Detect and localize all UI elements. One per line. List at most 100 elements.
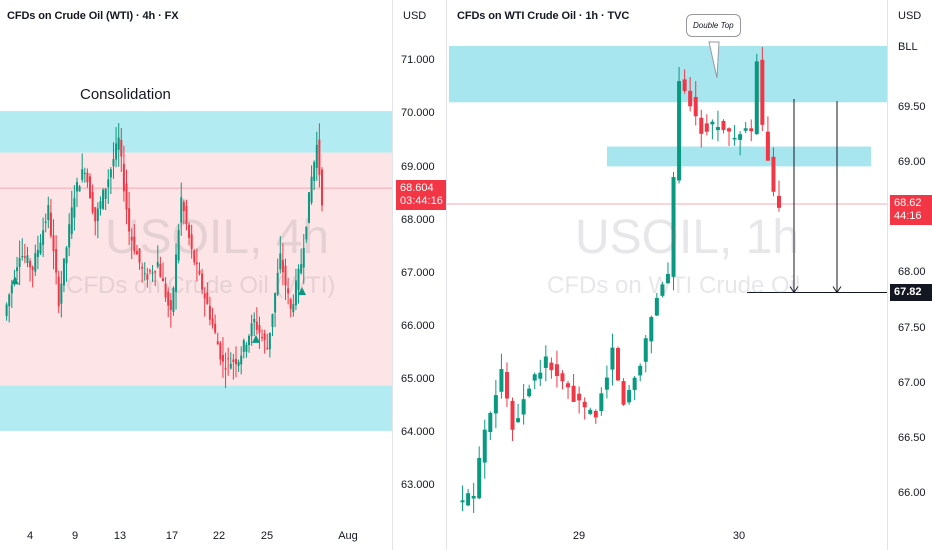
candle-body bbox=[627, 390, 632, 403]
candle-body bbox=[221, 354, 224, 362]
right-watermark-description: CFDs on WTI Crude Oil bbox=[547, 272, 801, 299]
right-chart-panel[interactable]: USOIL, 1h CFDs on WTI Crude Oil CFDs on … bbox=[446, 0, 932, 550]
left-chart-panel[interactable]: USOIL, 4h CFDs on Crude Oil (WTI) CFDs o… bbox=[0, 0, 446, 550]
candle-body bbox=[665, 274, 670, 284]
candle-body bbox=[162, 278, 164, 282]
candle-body bbox=[68, 224, 71, 248]
candle-body bbox=[112, 159, 115, 167]
candle-body bbox=[477, 457, 482, 499]
candle-body bbox=[23, 256, 26, 258]
candle-body bbox=[146, 274, 149, 280]
candle-body bbox=[310, 176, 313, 203]
left-chart-title: CFDs on Crude Oil (WTI) · 4h · FX bbox=[7, 10, 179, 22]
candle-body bbox=[276, 272, 279, 295]
candle-body bbox=[287, 288, 290, 294]
candle-body bbox=[253, 318, 256, 323]
candle-body bbox=[141, 266, 144, 269]
candle-body bbox=[109, 169, 112, 178]
candle-body bbox=[60, 283, 63, 304]
projection-arrow-head bbox=[832, 286, 842, 294]
right-price-axis[interactable]: USD BLL 69.50 69.00 68.00 67.50 67.00 66… bbox=[887, 0, 932, 550]
candle-body bbox=[616, 348, 620, 381]
candle-body bbox=[102, 189, 105, 209]
signal-marker bbox=[252, 334, 260, 343]
candle-body bbox=[185, 206, 188, 225]
candle-body bbox=[263, 333, 266, 340]
candle-body bbox=[242, 340, 245, 352]
candle-body bbox=[532, 374, 537, 381]
left-price-tick: 69.000 bbox=[401, 161, 435, 173]
left-price-axis[interactable]: USD 71.000 70.000 69.000 68.000 67.000 6… bbox=[392, 0, 446, 550]
candle-body bbox=[582, 401, 587, 408]
candle-body bbox=[738, 134, 743, 140]
breakdown-zone bbox=[607, 146, 871, 167]
candle-body bbox=[307, 192, 310, 223]
candle-body bbox=[297, 268, 300, 291]
candle-body bbox=[289, 299, 292, 309]
candle-body bbox=[151, 272, 154, 274]
candle-body bbox=[268, 332, 271, 350]
candle-body bbox=[284, 265, 287, 286]
candle-body bbox=[693, 96, 698, 117]
left-time-tick: 25 bbox=[260, 530, 274, 542]
candle-body bbox=[75, 182, 78, 192]
candle-body bbox=[510, 400, 515, 430]
candle-body bbox=[78, 186, 81, 192]
candle-body bbox=[70, 207, 73, 235]
candle-body bbox=[261, 337, 264, 339]
candle-body bbox=[466, 493, 471, 506]
candle-body bbox=[148, 270, 151, 272]
candle-body bbox=[727, 128, 732, 132]
candle-body bbox=[138, 248, 141, 263]
candle-body bbox=[471, 495, 476, 499]
left-chart-canvas[interactable] bbox=[0, 0, 446, 550]
candle-body bbox=[83, 172, 86, 174]
candle-body bbox=[86, 172, 89, 183]
left-time-tick: 4 bbox=[26, 530, 34, 542]
left-price-tick: 66.000 bbox=[401, 320, 435, 332]
candle-body bbox=[318, 139, 321, 175]
candle-body bbox=[710, 121, 715, 125]
right-currency-label: USD bbox=[898, 10, 922, 22]
right-chart-canvas[interactable] bbox=[447, 0, 932, 550]
candle-body bbox=[195, 262, 198, 265]
candle-body bbox=[671, 177, 676, 277]
candle-body bbox=[554, 364, 559, 377]
right-price-tick: 69.50 bbox=[898, 101, 926, 113]
candle-body bbox=[177, 230, 180, 261]
candle-body bbox=[94, 207, 97, 222]
candle-body bbox=[321, 169, 323, 206]
candle-body bbox=[180, 197, 183, 223]
left-time-tick: Aug bbox=[338, 530, 358, 542]
candle-body bbox=[294, 280, 297, 306]
left-last-price-tag: 68.604 03:44:16 bbox=[396, 180, 446, 210]
candle-body bbox=[777, 195, 781, 208]
candle-body bbox=[21, 256, 24, 258]
candle-body bbox=[128, 208, 131, 232]
left-countdown: 03:44:16 bbox=[400, 195, 443, 207]
candle-body bbox=[516, 418, 521, 423]
candle-body bbox=[156, 262, 159, 267]
candle-body bbox=[549, 362, 554, 371]
candle-body bbox=[57, 276, 60, 307]
candle-body bbox=[224, 368, 227, 370]
candle-body bbox=[248, 335, 251, 346]
candle-body bbox=[258, 325, 261, 333]
candle-body bbox=[115, 143, 118, 160]
left-time-tick: 22 bbox=[212, 530, 226, 542]
candle-body bbox=[488, 412, 493, 432]
candle-body bbox=[47, 205, 50, 221]
candle-body bbox=[313, 162, 316, 181]
candle-body bbox=[5, 304, 8, 317]
candle-body bbox=[560, 373, 565, 382]
candle-body bbox=[315, 144, 318, 168]
left-currency-label: USD bbox=[403, 10, 427, 22]
candle-body bbox=[175, 254, 178, 292]
candle-body bbox=[460, 500, 465, 503]
candle-body bbox=[216, 341, 219, 345]
candle-body bbox=[593, 410, 598, 418]
candle-body bbox=[266, 347, 269, 349]
right-last-price-tag: 68.62 44:16 bbox=[890, 195, 932, 225]
candle-body bbox=[699, 117, 704, 134]
candle-body bbox=[133, 236, 136, 252]
